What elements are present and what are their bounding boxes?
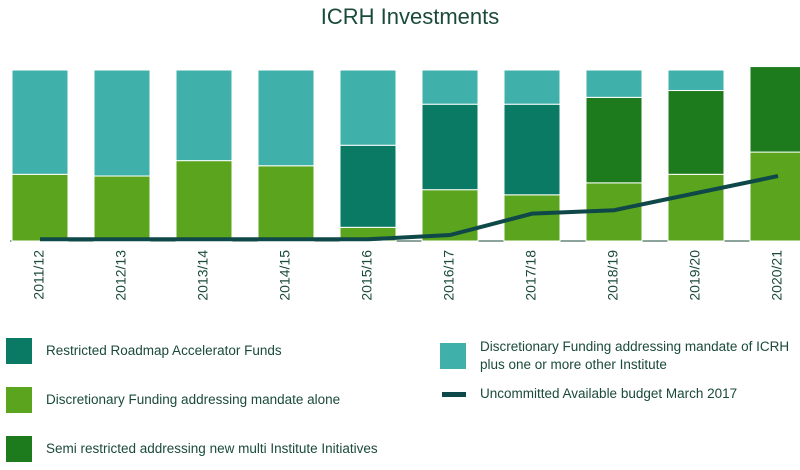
legend-item: Discretionary Funding addressing mandate…: [6, 387, 340, 413]
legend-label: Discretionary Funding addressing mandate…: [480, 339, 790, 372]
bar: [175, 160, 233, 242]
legend-item: Uncommitted Available budget March 2017: [440, 385, 737, 403]
bar: [421, 69, 479, 105]
x-tick-label: 2014/15: [277, 250, 293, 301]
bar: [257, 69, 315, 167]
bar: [339, 69, 397, 146]
x-tick-label: 2015/16: [359, 250, 375, 301]
legend-item: Semi restricted addressing new multi Ins…: [6, 436, 378, 462]
bar: [503, 103, 561, 196]
legend-label: Uncommitted Available budget March 2017: [480, 386, 738, 401]
bar: [585, 96, 643, 184]
x-tick-label: 2018/19: [605, 250, 621, 301]
x-tick-label: 2019/20: [687, 250, 703, 301]
bar: [421, 103, 479, 191]
bar: [11, 173, 69, 242]
x-tick-label: 2013/14: [195, 250, 211, 301]
legend-label: Discretionary Funding addressing mandate…: [46, 392, 341, 407]
legend-label: Restricted Roadmap Accelerator Funds: [46, 343, 282, 358]
bar: [667, 173, 725, 242]
bar: [93, 69, 151, 177]
x-tick-label: 2012/13: [113, 250, 129, 301]
bar: [421, 189, 479, 242]
x-tick-label: 2016/17: [441, 250, 457, 301]
bar: [257, 165, 315, 242]
legend-swatch: [6, 387, 32, 413]
bar: [175, 69, 233, 162]
chart-title: ICRH Investments: [321, 4, 500, 29]
legend-swatch: [442, 391, 466, 397]
x-tick-label: 2011/12: [31, 250, 47, 300]
legend-swatch: [6, 436, 32, 462]
legend-swatch: [440, 343, 466, 369]
legend-item: Discretionary Funding addressing mandate…: [440, 338, 790, 374]
x-tick-label: 2020/21: [769, 250, 785, 301]
bar: [749, 151, 800, 242]
bar: [667, 90, 725, 175]
line: [40, 174, 779, 242]
bar: [93, 175, 151, 242]
bar: [503, 69, 561, 105]
bar: [585, 69, 643, 98]
x-tick-label: 2017/18: [523, 250, 539, 301]
bar: [339, 144, 397, 228]
bar: [11, 69, 69, 175]
legend-item: Restricted Roadmap Accelerator Funds: [6, 338, 282, 364]
bar: [749, 66, 800, 153]
legend-label: Semi restricted addressing new multi Ins…: [46, 441, 378, 456]
legend-swatch: [6, 338, 32, 364]
bar: [667, 69, 725, 92]
